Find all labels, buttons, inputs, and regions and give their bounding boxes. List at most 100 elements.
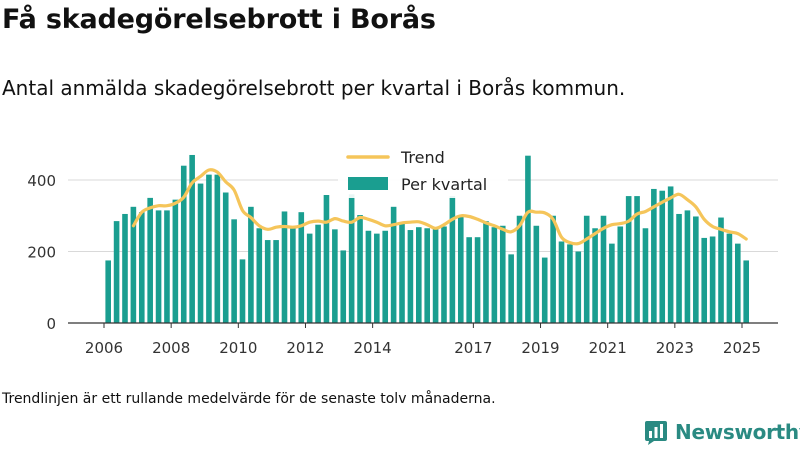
x-tick-label: 2023 [656, 339, 694, 357]
bar-2010-Q1 [239, 259, 246, 323]
x-tick-label: 2014 [354, 339, 392, 357]
bar-2011-Q1 [273, 240, 279, 323]
chart-title: Få skadegörelsebrott i Borås [2, 4, 436, 35]
chart: 0 200 400 2006 2008 2010 2012 2014 2017 2019 2021 2… [27, 148, 778, 357]
bar-2010-Q3 [256, 228, 263, 323]
bar-2017-Q2 [483, 221, 489, 323]
bar-2007-Q3 [155, 210, 162, 323]
y-tick-label: 400 [27, 172, 56, 190]
bar-2016-Q1 [441, 226, 447, 323]
bar-2017-Q3 [491, 227, 498, 323]
bar-2023-Q1 [676, 213, 682, 323]
bar-2011-Q2 [281, 211, 288, 323]
bar-2020-Q1 [575, 251, 582, 323]
bar-2019-Q2 [550, 215, 556, 323]
legend-bar-swatch [348, 177, 388, 190]
bar-2024-Q2 [718, 217, 724, 323]
bar-2022-Q2 [651, 188, 657, 323]
x-tick-label: 2019 [521, 339, 559, 357]
brand-name: Newsworthy [675, 420, 800, 444]
bar-2011-Q3 [290, 228, 296, 323]
bar-2021-Q3 [625, 196, 632, 323]
bar-2008-Q3 [189, 154, 195, 323]
newsworthy-logo[interactable]: Newsworthy [644, 420, 800, 446]
bar-2021-Q4 [634, 196, 640, 323]
bar-2013-Q4 [365, 230, 372, 323]
bar-2013-Q2 [348, 194, 355, 323]
bar-2014-Q4 [399, 222, 405, 323]
bar-2007-Q2 [147, 197, 153, 324]
bar-2012-Q4 [332, 229, 338, 323]
y-tick-label: 0 [46, 315, 56, 333]
bar-2018-Q4 [533, 225, 540, 323]
bar-2006-Q1 [105, 260, 111, 323]
x-tick-label: 2010 [219, 339, 257, 357]
bar-2019-Q1 [541, 257, 548, 323]
bar-2015-Q4 [432, 227, 439, 323]
bar-2008-Q2 [180, 165, 187, 323]
bar-2015-Q1 [407, 230, 414, 323]
bar-2020-Q3 [592, 228, 598, 323]
bar-2012-Q3 [323, 195, 330, 323]
bar-2021-Q2 [617, 226, 624, 323]
bar-2010-Q2 [248, 206, 254, 323]
bar-2012-Q1 [306, 233, 313, 324]
bar-2024-Q1 [709, 236, 716, 324]
bar-2020-Q2 [583, 215, 590, 323]
bar-2009-Q3 [222, 192, 229, 323]
bar-2008-Q4 [197, 183, 204, 323]
bar-2023-Q2 [684, 210, 691, 323]
chart-subtitle: Antal anmälda skadegörelsebrott per kvar… [2, 76, 626, 100]
bar-2025-Q1 [743, 260, 749, 323]
footnote: Trendlinjen är ett rullande medelvärde f… [2, 391, 496, 407]
bar-2017-Q1 [474, 237, 481, 323]
bar-2010-Q4 [264, 240, 271, 323]
legend-trend-label: Trend [400, 148, 445, 167]
bar-2016-Q2 [449, 196, 456, 323]
x-tick-label: 2017 [454, 339, 492, 357]
bar-2009-Q2 [214, 174, 221, 323]
bar-2011-Q4 [298, 212, 305, 323]
bar-2013-Q1 [340, 250, 347, 323]
bar-2022-Q1 [642, 228, 649, 323]
bar-2006-Q4 [130, 206, 137, 323]
trend-line [131, 168, 748, 246]
bar-2020-Q4 [600, 215, 607, 323]
bar-2015-Q2 [416, 227, 422, 323]
bar-2012-Q2 [315, 224, 321, 323]
y-tick-label: 200 [27, 244, 56, 262]
bar-2006-Q2 [113, 221, 120, 323]
bar-2018-Q3 [525, 155, 531, 323]
bar-2024-Q3 [726, 233, 733, 324]
bar-2009-Q4 [231, 219, 237, 323]
legend-bar-label: Per kvartal [401, 175, 487, 194]
x-tick-label: 2025 [723, 339, 761, 357]
bar-2022-Q4 [667, 186, 674, 323]
bar-2018-Q1 [508, 254, 514, 323]
bar-2008-Q1 [172, 199, 179, 323]
bar-2014-Q1 [374, 233, 380, 324]
x-tick-label: 2008 [152, 339, 190, 357]
bar-2024-Q4 [735, 243, 741, 323]
bar-2016-Q3 [457, 216, 464, 323]
bar-2018-Q2 [516, 215, 523, 323]
bar-2019-Q3 [558, 241, 565, 323]
bar-2014-Q3 [390, 206, 397, 323]
bar-2022-Q3 [659, 190, 666, 323]
bar-2009-Q1 [206, 174, 212, 323]
x-tick-label: 2012 [286, 339, 324, 357]
bar-2017-Q4 [499, 225, 506, 323]
bar-2014-Q2 [382, 230, 389, 323]
newsworthy-bar-chart-icon [645, 421, 667, 445]
bar-2023-Q4 [701, 237, 708, 323]
bar-2023-Q3 [693, 216, 699, 323]
x-tick-label: 2021 [589, 339, 627, 357]
bar-2007-Q1 [138, 212, 145, 323]
bar-2015-Q3 [424, 228, 430, 323]
x-tick-label: 2006 [85, 339, 123, 357]
bar-2016-Q4 [466, 237, 472, 323]
bar-2021-Q1 [609, 243, 615, 323]
bar-2019-Q4 [567, 244, 573, 323]
bar-2006-Q3 [122, 213, 128, 323]
bar-2007-Q4 [164, 210, 170, 323]
